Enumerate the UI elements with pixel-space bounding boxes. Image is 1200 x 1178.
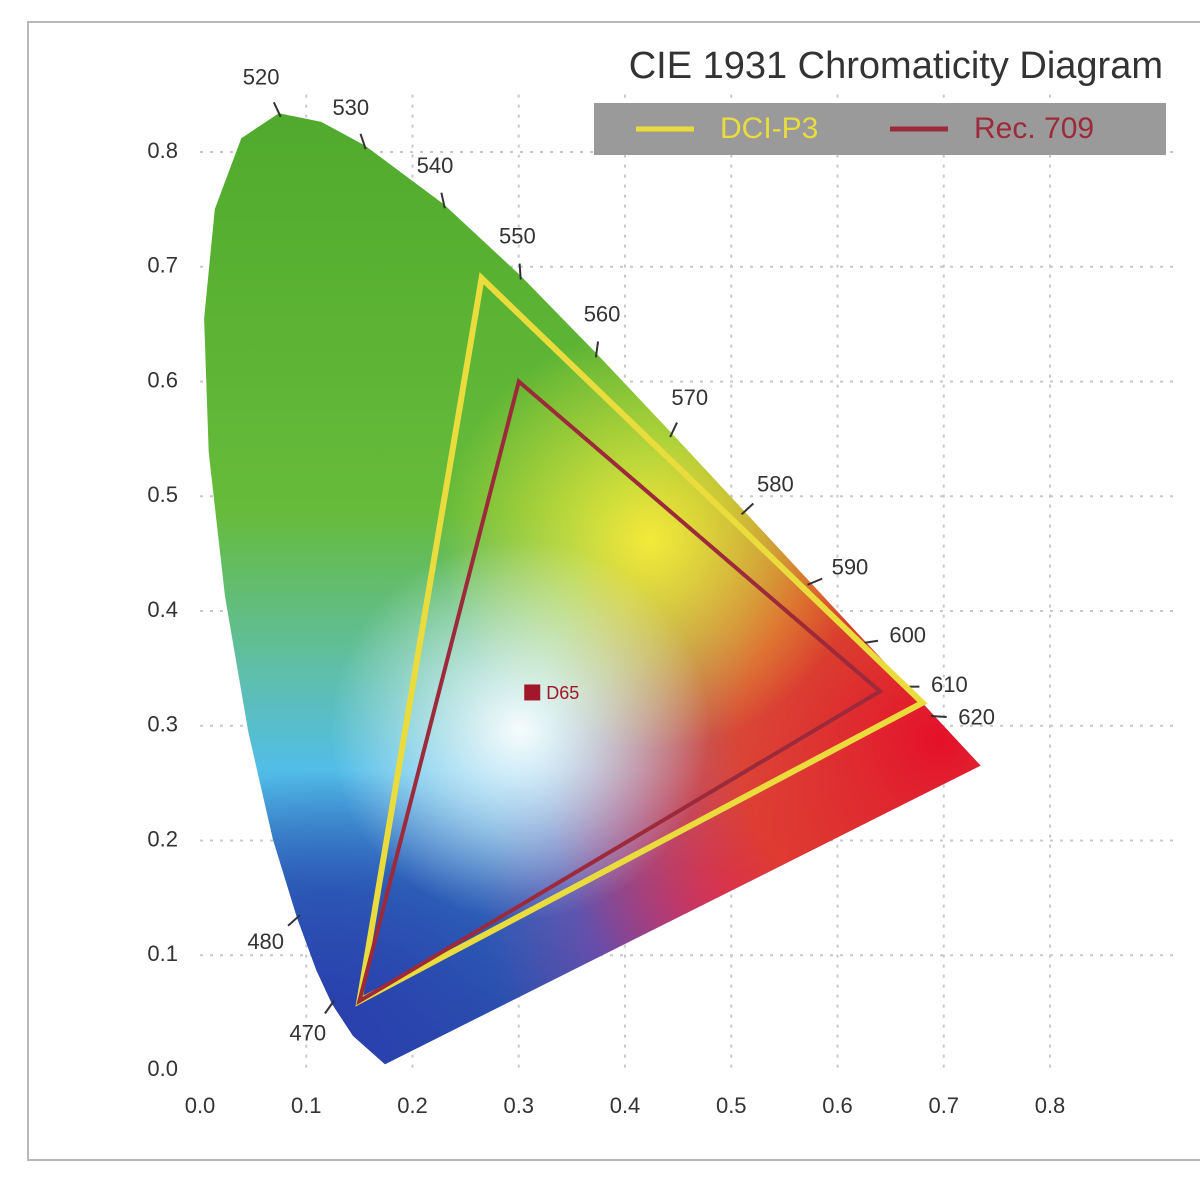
legend: DCI-P3 Rec. 709 <box>636 112 1094 145</box>
wavelength-label: 540 <box>417 153 454 178</box>
x-tick-label: 0.8 <box>1035 1093 1066 1118</box>
color-fill <box>204 113 981 1065</box>
x-tick-label: 0.7 <box>928 1093 959 1118</box>
wavelength-tick <box>669 422 678 438</box>
wavelength-tick <box>359 133 367 150</box>
wavelength-label: 520 <box>243 65 280 90</box>
y-tick-label: 0.5 <box>147 482 178 507</box>
white-point-label: D65 <box>546 683 579 703</box>
chart-title: CIE 1931 Chromaticity Diagram <box>629 45 1163 87</box>
wavelength-label: 480 <box>247 929 284 954</box>
legend-label: DCI-P3 <box>720 112 818 145</box>
plot: 0.0 0.1 0.2 0.3 0.4 0.5 0.6 0.7 0.8 0.0 0.1 0.2 0.3 0… <box>147 65 1065 1118</box>
y-tick-label: 0.1 <box>147 941 178 966</box>
wavelength-tick <box>594 341 600 358</box>
wavelength-tick <box>287 914 301 927</box>
x-tick-label: 0.3 <box>503 1093 534 1118</box>
wavelength-tick <box>807 577 823 586</box>
wavelength-label: 560 <box>584 302 621 327</box>
wavelength-label: 600 <box>889 623 926 648</box>
gamut-triangle <box>356 377 884 1006</box>
wavelength-label: 620 <box>958 704 995 729</box>
wavelength-tick <box>930 714 947 718</box>
legend-label: Rec. 709 <box>974 112 1094 145</box>
fill-white <box>204 113 981 1065</box>
wavelength-label: 550 <box>499 223 536 248</box>
wavelength-tick <box>272 101 282 118</box>
y-tick-label: 0.0 <box>147 1056 178 1081</box>
y-tick-label: 0.4 <box>147 597 178 622</box>
y-tick-label: 0.8 <box>147 138 178 163</box>
wavelength-tick <box>440 192 446 209</box>
y-tick-label: 0.3 <box>147 712 178 737</box>
frame <box>27 21 1200 1161</box>
wavelength-label: 590 <box>832 554 869 579</box>
wavelength-label: 470 <box>289 1021 326 1046</box>
wavelength-tick <box>324 999 335 1015</box>
x-tick-label: 0.1 <box>291 1093 322 1118</box>
wavelength-label: 570 <box>671 385 708 410</box>
x-tick-label: 0.4 <box>610 1093 641 1118</box>
gamut-triangle <box>355 272 928 1007</box>
y-tick-label: 0.2 <box>147 826 178 851</box>
wavelength-tick <box>518 263 522 280</box>
white-point <box>524 684 541 701</box>
wavelength-tick <box>862 639 879 645</box>
wavelength-tick <box>740 502 755 516</box>
wavelength-label: 580 <box>757 472 794 497</box>
y-tick-label: 0.7 <box>147 253 178 278</box>
x-tick-label: 0.2 <box>397 1093 428 1118</box>
x-tick-label: 0.0 <box>185 1093 216 1118</box>
wavelength-label: 610 <box>931 672 968 697</box>
x-tick-label: 0.5 <box>716 1093 747 1118</box>
x-tick-label: 0.6 <box>822 1093 853 1118</box>
y-tick-label: 0.6 <box>147 367 178 392</box>
wavelength-label: 530 <box>332 95 369 120</box>
